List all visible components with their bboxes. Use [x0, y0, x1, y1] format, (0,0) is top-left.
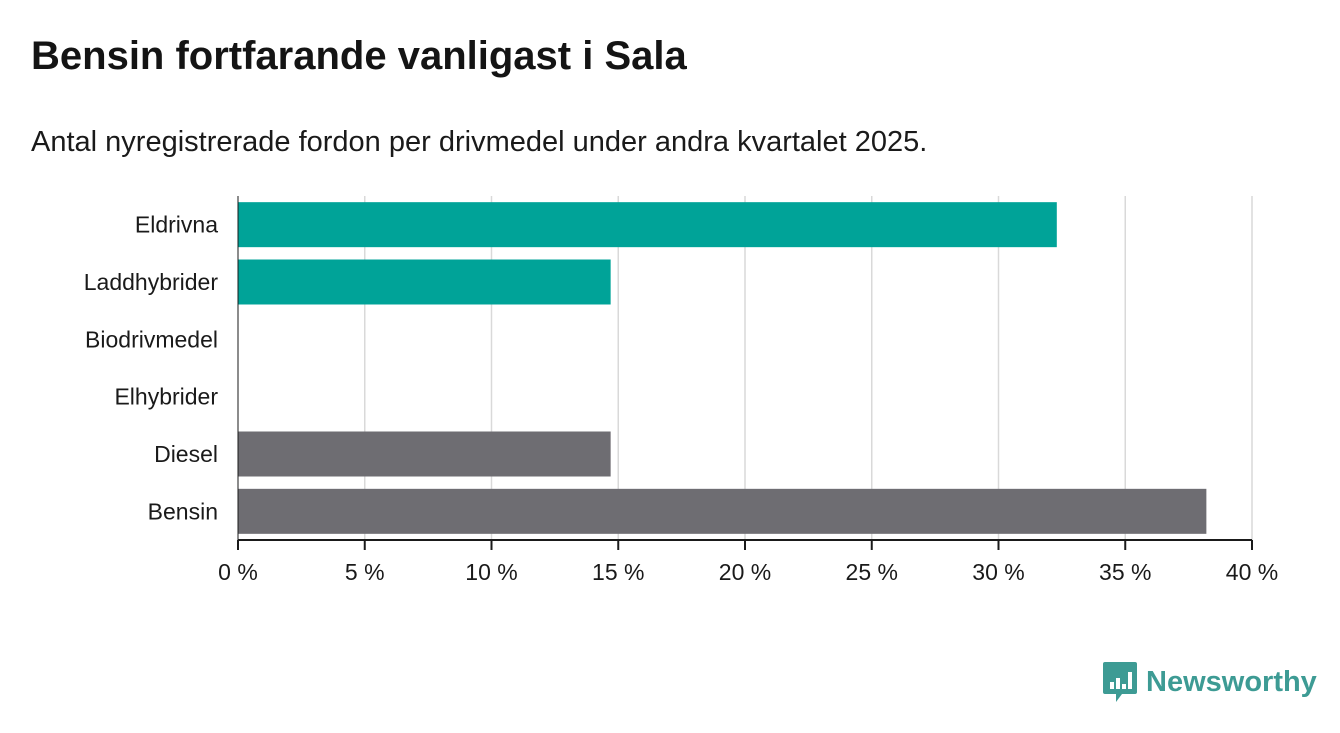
- x-tick-label: 40 %: [1226, 559, 1278, 585]
- x-tick-label: 10 %: [465, 559, 517, 585]
- bar-laddhybrider: [238, 259, 611, 305]
- bar-chart-bubble-icon: [1103, 662, 1137, 702]
- brand-name: Newsworthy: [1146, 665, 1317, 698]
- x-tick-label: 0 %: [218, 559, 258, 585]
- x-tick-label: 30 %: [972, 559, 1024, 585]
- x-tick-label: 25 %: [846, 559, 898, 585]
- chart-subtitle: Antal nyregistrerade fordon per drivmede…: [31, 126, 928, 158]
- category-label: Biodrivmedel: [85, 326, 218, 352]
- x-axis: 0 % 5 % 10 % 15 % 20 % 25 % 30 % 35 % 40 %: [218, 196, 1278, 585]
- category-label: Bensin: [148, 498, 218, 524]
- bar-bensin: [238, 488, 1207, 534]
- grid-lines: [364, 196, 1253, 540]
- x-tick-label: 15 %: [592, 559, 644, 585]
- chart-title: Bensin fortfarande vanligast i Sala: [31, 34, 687, 78]
- brand-logo: Newsworthy: [1102, 660, 1317, 704]
- category-labels: Eldrivna Laddhybrider Biodrivmedel Elhybrid…: [84, 212, 219, 525]
- x-tick-label: 5 %: [345, 559, 385, 585]
- category-label: Diesel: [154, 441, 218, 467]
- category-label: Laddhybrider: [84, 269, 219, 295]
- x-tick-label: 20 %: [719, 559, 771, 585]
- x-tick-label: 35 %: [1099, 559, 1151, 585]
- bars: [238, 202, 1207, 534]
- category-label: Elhybrider: [114, 384, 218, 410]
- bar-diesel: [238, 431, 611, 477]
- category-label: Eldrivna: [135, 212, 218, 238]
- bar-eldrivna: [238, 202, 1057, 248]
